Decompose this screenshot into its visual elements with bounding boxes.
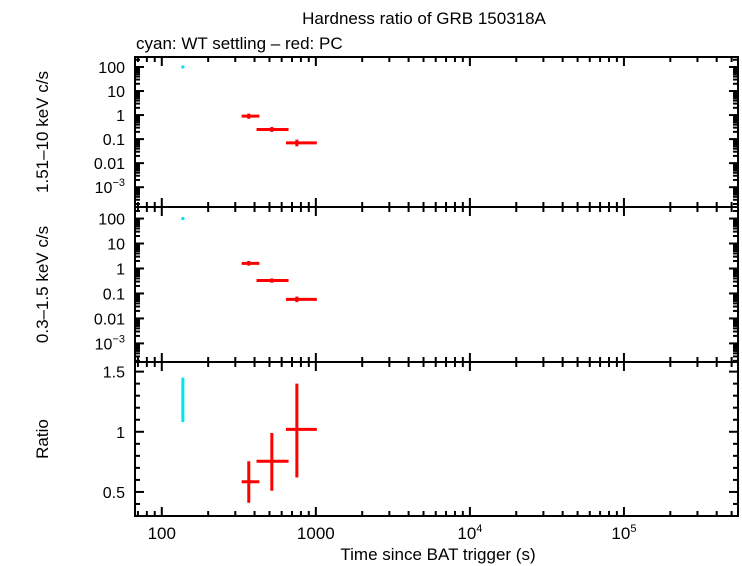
y-tick-label: 10 (107, 237, 125, 254)
pc-data-point (256, 126, 289, 132)
x-tick-label: 104 (457, 523, 482, 543)
x-tick-label: 105 (611, 523, 636, 543)
chart-subtitle: cyan: WT settling – red: PC (136, 34, 343, 53)
pc-data-point (241, 260, 260, 266)
y-tick-label: 1 (116, 425, 125, 442)
x-tick-label: 100 (148, 524, 176, 543)
wt-data-point (181, 377, 185, 423)
x-tick-label: 1000 (297, 524, 335, 543)
y-tick-label: 10−3 (95, 177, 125, 197)
x-axis-label: Time since BAT trigger (s) (340, 545, 535, 564)
pc-data-point (285, 139, 317, 147)
chart-title: Hardness ratio of GRB 150318A (302, 9, 546, 28)
y-tick-label: 10−3 (95, 333, 125, 353)
y-tick-label: 0.01 (94, 311, 125, 328)
panel-frame (134, 56, 739, 208)
y-tick-label: 1 (116, 261, 125, 278)
y-tick-label: 10 (107, 84, 125, 101)
wt-data-point (181, 65, 185, 69)
y-tick-label: 1 (116, 108, 125, 125)
y-tick-label: 0.1 (103, 132, 125, 149)
wt-data-point (181, 217, 185, 221)
pc-data-point (256, 278, 289, 283)
y-axis-label: Ratio (33, 419, 52, 459)
y-tick-label: 0.01 (94, 156, 125, 173)
y-tick-label: 100 (98, 60, 125, 77)
y-axis-label: 0.3–1.5 keV c/s (33, 226, 52, 343)
y-tick-label: 1.5 (103, 365, 125, 382)
pc-data-point (241, 113, 260, 119)
pc-data-point (256, 432, 289, 491)
y-axis-label: 1.51–10 keV c/s (33, 71, 52, 193)
panel-frame (134, 206, 739, 363)
pc-data-point (241, 461, 260, 503)
pc-data-point (285, 296, 317, 303)
panel-frame (134, 361, 739, 517)
y-tick-label: 0.1 (103, 286, 125, 303)
y-tick-label: 0.5 (103, 485, 125, 502)
pc-data-point (285, 383, 317, 478)
y-tick-label: 100 (98, 212, 125, 229)
